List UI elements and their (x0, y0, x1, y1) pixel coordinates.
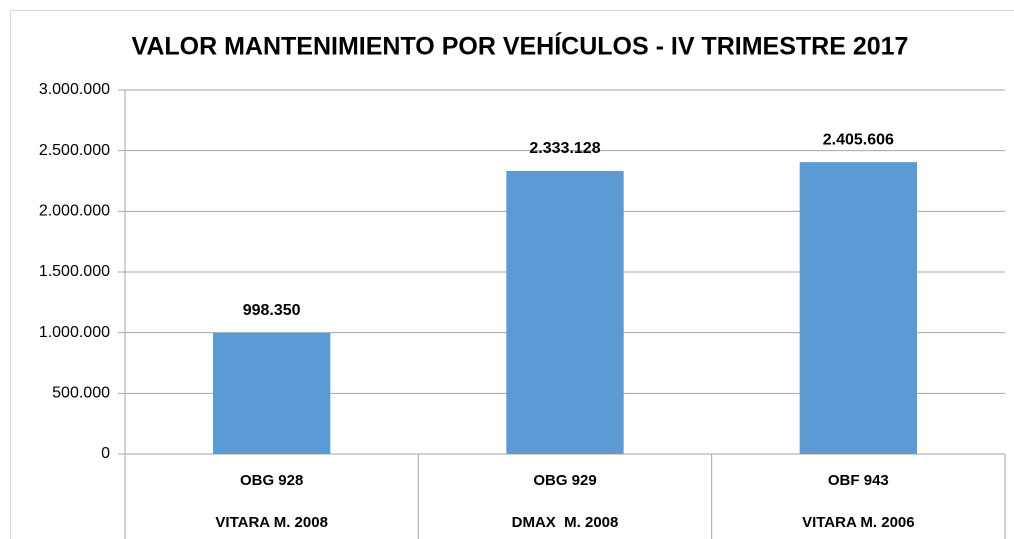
data-label: 2.405.606 (823, 131, 894, 148)
x-tick-label: OBF 943 (828, 472, 889, 489)
x-tick-label: OBG 929 (533, 472, 596, 489)
y-tick-label: 500.000 (52, 385, 110, 402)
chart-border (10, 10, 1014, 539)
data-label: 2.333.128 (529, 140, 600, 157)
bar (506, 170, 624, 454)
y-tick-label: 0 (101, 445, 110, 462)
x-tick-label: OBG 928 (240, 472, 303, 489)
y-tick-label: 3.000.000 (39, 81, 110, 98)
x-tick-sublabel: VITARA M. 2008 (215, 514, 328, 531)
chart-title: VALOR MANTENIMIENTO POR VEHÍCULOS - IV T… (132, 32, 909, 61)
y-tick-label: 1.500.000 (39, 263, 110, 280)
x-tick-sublabel: DMAX M. 2008 (512, 514, 619, 531)
y-tick-label: 2.000.000 (39, 203, 110, 220)
data-label: 998.350 (243, 302, 301, 319)
y-tick-label: 1.000.000 (39, 324, 110, 341)
bar (213, 332, 331, 454)
y-tick-label: 2.500.000 (39, 142, 110, 159)
bar (799, 162, 917, 454)
x-tick-sublabel: VITARA M. 2006 (802, 514, 915, 531)
